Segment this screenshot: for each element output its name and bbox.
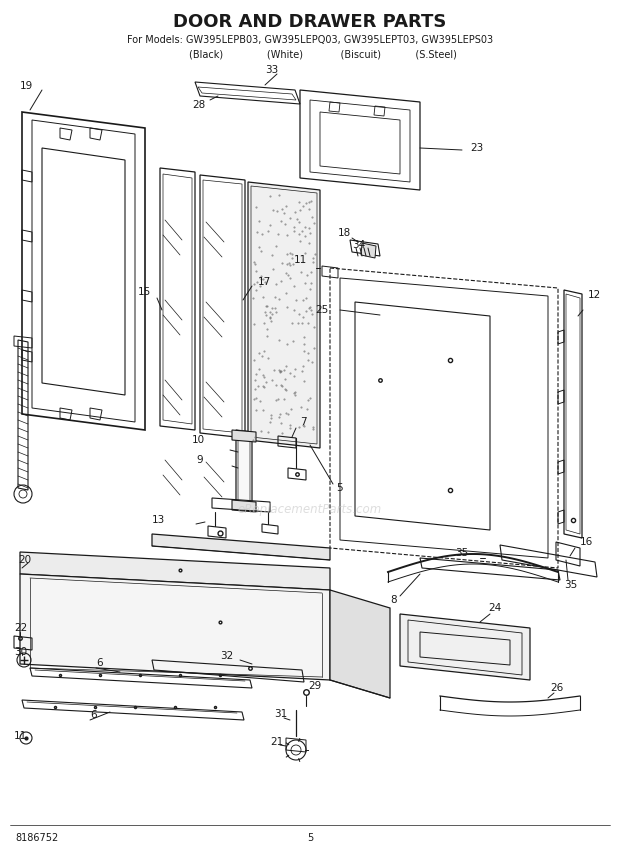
Text: 9: 9 [196, 455, 203, 465]
Text: 18: 18 [338, 228, 352, 238]
Text: 33: 33 [265, 65, 278, 75]
Text: 21: 21 [270, 737, 283, 747]
Text: 6: 6 [90, 710, 97, 720]
Text: 7: 7 [300, 417, 307, 427]
Text: 26: 26 [550, 683, 563, 693]
Polygon shape [232, 430, 256, 442]
Polygon shape [361, 243, 376, 258]
Polygon shape [20, 552, 330, 590]
Text: 25: 25 [315, 305, 328, 315]
Text: 5: 5 [307, 833, 313, 843]
Text: 34: 34 [352, 240, 365, 250]
Polygon shape [238, 434, 250, 506]
Text: 35: 35 [564, 580, 577, 590]
Text: 17: 17 [258, 277, 272, 287]
Text: For Models: GW395LEPB03, GW395LEPQ03, GW395LEPT03, GW395LEPS03: For Models: GW395LEPB03, GW395LEPQ03, GW… [127, 35, 493, 45]
Polygon shape [152, 534, 330, 560]
Text: 6: 6 [96, 658, 103, 668]
Polygon shape [248, 182, 320, 448]
Text: 16: 16 [580, 537, 593, 547]
Text: 8: 8 [390, 595, 397, 605]
Text: 29: 29 [308, 681, 321, 691]
Text: 30: 30 [14, 647, 27, 657]
Text: 11: 11 [294, 255, 308, 265]
Text: 5: 5 [336, 483, 343, 493]
Text: 19: 19 [20, 81, 33, 91]
Text: 8186752: 8186752 [15, 833, 58, 843]
Text: 12: 12 [588, 290, 601, 300]
Text: 11: 11 [14, 731, 27, 741]
Text: 15: 15 [138, 287, 151, 297]
Polygon shape [20, 574, 330, 680]
Text: DOOR AND DRAWER PARTS: DOOR AND DRAWER PARTS [174, 13, 446, 31]
Text: 13: 13 [152, 515, 166, 525]
Text: 28: 28 [192, 100, 205, 110]
Text: 24: 24 [488, 603, 501, 613]
Text: eReplacementParts.com: eReplacementParts.com [238, 503, 382, 516]
Text: 20: 20 [18, 555, 31, 565]
Polygon shape [232, 500, 256, 512]
Text: 22: 22 [14, 623, 27, 633]
Text: 32: 32 [220, 651, 233, 661]
Polygon shape [400, 614, 530, 680]
Text: 23: 23 [470, 143, 483, 153]
Polygon shape [330, 590, 390, 698]
Text: 10: 10 [192, 435, 205, 445]
Text: 31: 31 [274, 709, 287, 719]
Text: 35: 35 [455, 548, 468, 558]
Text: (Black)              (White)            (Biscuit)           (S.Steel): (Black) (White) (Biscuit) (S.Steel) [164, 49, 456, 59]
